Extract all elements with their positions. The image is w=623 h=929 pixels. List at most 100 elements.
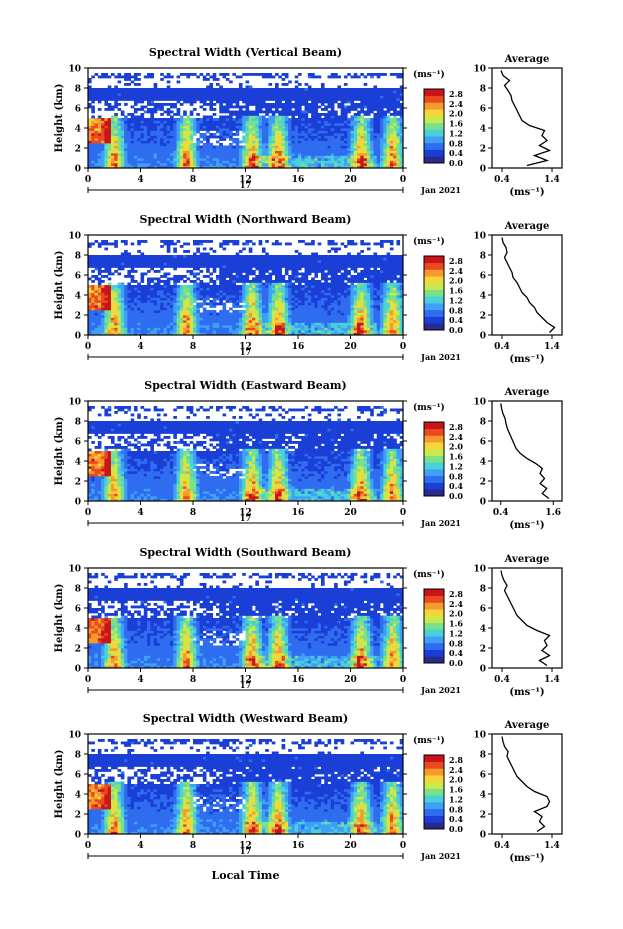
heatmap-cell [107, 312, 112, 316]
heatmap-cell [127, 287, 132, 291]
heatmap-cell [294, 135, 299, 139]
heatmap-cell [170, 153, 174, 156]
heatmap-cell [304, 98, 309, 101]
heatmap-cell [183, 317, 187, 321]
heatmap-cell [219, 272, 223, 276]
heatmap-cell [124, 160, 128, 164]
heatmap-cell [219, 330, 223, 333]
heatmap-cell [212, 315, 217, 318]
heatmap-cell [183, 285, 187, 288]
heatmap-cell [301, 123, 305, 126]
heatmap-cell [383, 105, 387, 109]
heatmap-cell [268, 292, 273, 296]
heatmap-cell [189, 145, 194, 149]
heatmap-cell [196, 265, 200, 268]
heatmap-cell [373, 165, 378, 169]
heatmap-cell [127, 307, 132, 311]
heatmap-cell [91, 325, 95, 328]
heatmap-cell [104, 300, 109, 303]
heatmap-cell [97, 302, 102, 306]
heatmap-cell [343, 143, 348, 146]
heatmap-cell [127, 295, 132, 298]
heatmap-cell [370, 103, 374, 106]
heatmap-cell [147, 320, 151, 323]
heatmap-cell [101, 307, 105, 311]
heatmap-cell [173, 262, 177, 266]
heatmap-cell [212, 325, 217, 328]
heatmap-cell [209, 75, 214, 79]
heatmap-cell [343, 113, 348, 116]
heatmap-cell [101, 275, 105, 278]
heatmap-cell [193, 297, 197, 301]
heatmap-cell [186, 265, 191, 268]
heatmap-cell [294, 145, 299, 149]
heatmap-cell [117, 145, 122, 149]
heatmap-cell [334, 163, 338, 166]
heatmap-cell [360, 163, 364, 166]
heatmap-cell [130, 140, 135, 144]
heatmap-cell [199, 105, 204, 109]
heatmap-cell [206, 292, 210, 296]
heatmap-cell [153, 103, 158, 106]
heatmap-cell [261, 163, 266, 166]
heatmap-cell [238, 300, 243, 303]
heatmap-cell [179, 277, 184, 281]
heatmap-cell [153, 325, 158, 328]
heatmap-cell [101, 295, 105, 298]
heatmap-cell [140, 265, 145, 268]
heatmap-cell [288, 297, 292, 301]
heatmap-cell [186, 123, 191, 126]
heatmap-cell [284, 128, 289, 131]
heatmap-cell [255, 312, 259, 316]
heatmap-cell [380, 143, 384, 146]
heatmap-cell [202, 262, 207, 266]
heatmap-cell [360, 145, 364, 149]
heatmap-cell [176, 260, 181, 263]
heatmap-cell [91, 312, 95, 316]
heatmap-cell [130, 242, 135, 246]
heatmap-cell [343, 148, 348, 151]
heatmap-cell [94, 322, 99, 326]
heatmap-cell [307, 85, 312, 89]
heatmap-cell [370, 145, 374, 149]
heatmap-cell [176, 140, 181, 144]
heatmap-cell [133, 100, 138, 104]
heatmap-cell [140, 148, 145, 151]
heatmap-cell [363, 83, 368, 86]
heatmap-cell [189, 110, 194, 114]
heatmap-cell [291, 165, 296, 169]
heatmap-cell [258, 290, 263, 293]
heatmap-cell [166, 285, 171, 288]
heatmap-cell [291, 262, 296, 266]
heatmap-cell [206, 327, 210, 331]
heatmap-cell [176, 145, 181, 149]
heatmap-cell [393, 140, 397, 144]
heatmap-cell [343, 138, 348, 141]
heatmap-cell [101, 262, 105, 266]
heatmap-cell [176, 305, 181, 308]
heatmap-cell [176, 280, 181, 283]
heatmap-cell [196, 320, 200, 323]
heatmap-cell [179, 327, 184, 331]
heatmap-cell [363, 123, 368, 126]
heatmap-cell [330, 115, 335, 119]
heatmap-cell [107, 140, 112, 144]
heatmap-cell [278, 98, 282, 101]
heatmap-cell [320, 120, 325, 124]
heatmap-cell [275, 315, 279, 318]
heatmap-cell [238, 108, 243, 111]
heatmap-cell [140, 312, 145, 316]
heatmap-cell [271, 123, 276, 126]
heatmap-cell [350, 123, 355, 126]
heatmap-cell [143, 330, 148, 333]
heatmap-cell [245, 280, 250, 283]
heatmap-cell [202, 257, 207, 261]
heatmap-cell [317, 158, 322, 161]
heatmap-cell [373, 88, 378, 91]
heatmap-cell [110, 130, 115, 134]
heatmap-cell [383, 118, 387, 121]
heatmap-cell [301, 160, 305, 164]
heatmap-cell [330, 75, 335, 79]
heatmap-cell [311, 93, 315, 96]
heatmap-cell [107, 145, 112, 149]
